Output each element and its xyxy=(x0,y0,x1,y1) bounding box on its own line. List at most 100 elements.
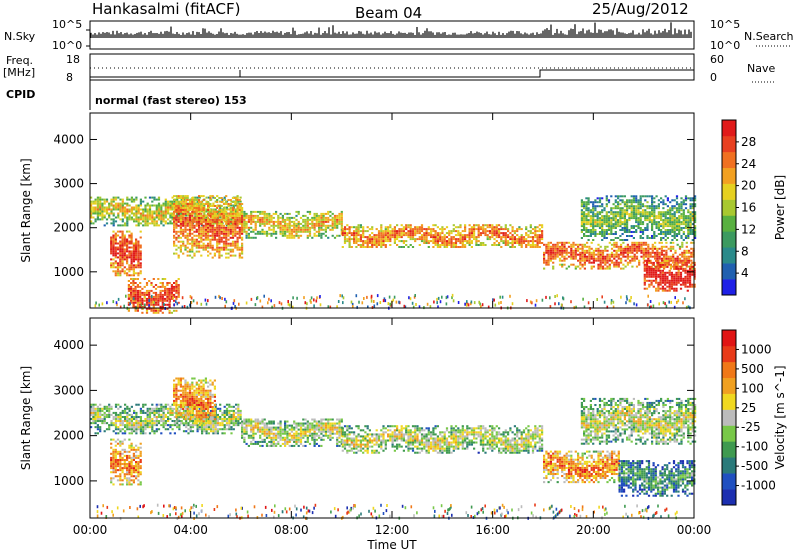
data-cell xyxy=(198,207,201,209)
data-cell xyxy=(678,207,681,210)
data-cell xyxy=(647,257,650,260)
data-cell xyxy=(657,259,660,262)
data-cell xyxy=(679,283,683,286)
data-cell xyxy=(477,236,480,239)
data-cell xyxy=(654,257,657,260)
data-cell xyxy=(667,247,670,250)
data-cell xyxy=(366,238,369,241)
data-cell xyxy=(691,203,694,206)
data-cell xyxy=(119,236,122,239)
data-cell xyxy=(586,251,589,254)
data-cell xyxy=(225,212,228,215)
data-cell xyxy=(220,226,223,229)
data-cell xyxy=(355,226,358,229)
data-cell xyxy=(220,205,223,207)
data-cell xyxy=(101,202,104,205)
data-cell xyxy=(173,208,176,211)
data-cell xyxy=(432,236,435,239)
data-cell xyxy=(202,230,205,233)
data-cell xyxy=(664,211,667,214)
data-cell xyxy=(148,212,152,215)
data-cell xyxy=(684,271,687,274)
data-cell xyxy=(252,210,255,213)
data-cell xyxy=(610,213,613,216)
data-cell xyxy=(684,235,688,237)
data-cell xyxy=(101,204,104,207)
data-cell xyxy=(175,195,178,198)
data-cell xyxy=(688,257,691,260)
data-cell xyxy=(338,220,341,223)
data-cell xyxy=(586,249,589,252)
data-cell xyxy=(105,206,109,209)
data-cell xyxy=(538,236,541,239)
data-cell xyxy=(504,236,507,239)
data-cell xyxy=(665,251,668,254)
data-cell xyxy=(610,229,613,231)
data-cell xyxy=(448,242,451,244)
data-cell xyxy=(327,218,330,221)
data-cell xyxy=(341,232,344,235)
data-cell xyxy=(650,283,653,286)
data-cell xyxy=(216,244,219,247)
data-cell xyxy=(245,232,248,235)
data-cell xyxy=(204,238,207,241)
data-cell xyxy=(405,224,408,227)
data-cell xyxy=(585,197,588,200)
data-cell xyxy=(159,305,162,308)
data-cell xyxy=(175,300,177,304)
data-cell xyxy=(612,227,615,229)
data-cell xyxy=(137,246,140,249)
data-cell xyxy=(679,259,683,262)
data-cell xyxy=(672,245,675,248)
data-cell xyxy=(685,265,688,268)
data-cell xyxy=(205,200,208,203)
data-cell xyxy=(357,224,360,227)
data-cell xyxy=(531,240,535,243)
data-cell xyxy=(126,256,129,259)
data-cell xyxy=(361,301,364,305)
data-cell xyxy=(536,234,539,237)
data-cell xyxy=(231,248,235,251)
data-cell xyxy=(594,231,597,233)
data-cell xyxy=(155,212,158,215)
data-cell xyxy=(583,245,586,248)
data-cell xyxy=(146,220,149,223)
data-cell xyxy=(545,249,548,252)
data-cell xyxy=(252,220,255,223)
data-cell xyxy=(623,221,626,224)
data-cell xyxy=(585,203,588,206)
data-cell xyxy=(543,261,546,264)
data-cell xyxy=(682,231,685,233)
data-cell xyxy=(393,240,396,243)
data-cell xyxy=(526,299,528,303)
data-cell xyxy=(340,220,343,223)
data-cell xyxy=(577,243,580,246)
data-cell xyxy=(626,235,629,237)
data-cell xyxy=(671,205,674,208)
data-cell xyxy=(605,223,608,226)
data-cell xyxy=(135,256,138,259)
data-cell xyxy=(534,226,537,229)
data-cell xyxy=(216,248,219,251)
data-cell xyxy=(464,226,467,229)
data-cell xyxy=(689,279,692,282)
data-cell xyxy=(477,224,480,227)
data-cell xyxy=(396,238,399,241)
data-cell xyxy=(657,223,660,226)
data-cell xyxy=(583,213,586,216)
data-cell xyxy=(402,246,405,248)
data-cell xyxy=(380,246,383,248)
data-cell xyxy=(177,293,180,296)
data-cell xyxy=(604,259,607,262)
data-cell xyxy=(580,221,583,224)
data-cell xyxy=(241,248,244,251)
data-cell xyxy=(579,251,582,254)
data-cell xyxy=(556,255,559,258)
data-cell xyxy=(216,246,219,249)
data-cell xyxy=(595,253,598,256)
data-cell xyxy=(213,238,216,241)
data-cell xyxy=(112,198,115,201)
data-cell xyxy=(681,255,684,258)
data-cell xyxy=(99,196,102,199)
data-cell xyxy=(218,236,221,239)
